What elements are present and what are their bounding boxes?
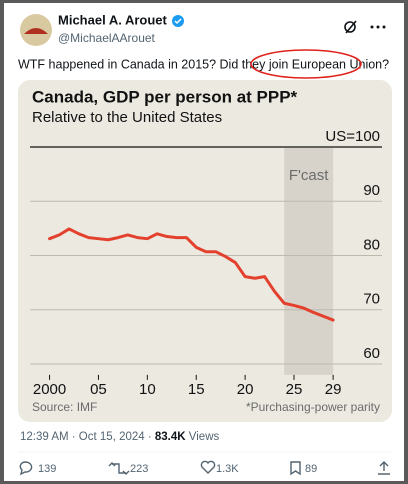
chart-subtitle: Relative to the United States — [32, 109, 222, 126]
data-line — [48, 227, 335, 322]
x-tick-label: 05 — [90, 381, 107, 398]
y-tick-label: 70 — [363, 291, 380, 308]
views-label: Views — [189, 431, 220, 443]
reply-icon[interactable] — [19, 461, 33, 476]
y-tick-label: 90 — [363, 182, 380, 199]
y-tick-label: US=100 — [325, 128, 380, 145]
author-name[interactable]: Michael A. Arouet — [58, 12, 168, 27]
x-tick-label: 2000 — [33, 381, 66, 398]
grok-icon[interactable] — [344, 21, 356, 33]
forecast-label: F'cast — [289, 167, 329, 184]
y-tick-label: 80 — [363, 236, 380, 253]
highlight-ellipse — [250, 49, 362, 79]
verified-check — [174, 18, 182, 25]
forecast-band — [284, 148, 334, 375]
repost-count: 223 — [130, 463, 148, 475]
view-count: 83.4K — [155, 431, 186, 443]
more-icon[interactable] — [370, 25, 386, 29]
tweet-text: WTF happened in Canada in 2015? Did they… — [18, 57, 389, 71]
chart-note: *Purchasing-power parity — [246, 400, 380, 414]
reply-count: 139 — [38, 463, 56, 475]
chart-source: Source: IMF — [32, 400, 97, 414]
y-tick-label: 60 — [363, 345, 380, 362]
repost-icon[interactable] — [108, 462, 130, 475]
like-icon[interactable] — [200, 460, 216, 474]
x-tick-label: 15 — [188, 381, 205, 398]
x-tick-label: 10 — [139, 381, 156, 398]
x-tick-label: 29 — [325, 381, 342, 398]
like-count: 1.3K — [216, 463, 239, 475]
share-icon[interactable] — [378, 461, 390, 475]
x-tick-label: 25 — [286, 381, 303, 398]
author-handle[interactable]: @MichaelAArouet — [58, 31, 156, 45]
bookmark-count: 89 — [305, 463, 317, 475]
avatar-art — [24, 28, 48, 34]
plot: F'cast 60 70 80 90 US=100 2000 05 10 15 20 25 29 — [30, 128, 382, 398]
grok-slash — [345, 20, 357, 34]
chart-title: Canada, GDP per person at PPP* — [32, 87, 298, 106]
timestamp: 12:39 AM · Oct 15, 2024 · — [20, 431, 152, 443]
x-tick-label: 20 — [237, 381, 254, 398]
bookmark-icon[interactable] — [290, 461, 301, 476]
tweet-meta: 12:39 AM · Oct 15, 2024 · 83.4K Views — [20, 431, 219, 443]
